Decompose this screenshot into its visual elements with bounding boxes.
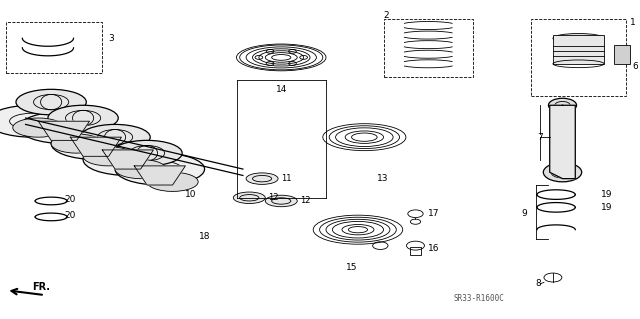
Ellipse shape [271, 55, 291, 60]
Bar [410, 247, 420, 255]
Text: 12: 12 [300, 197, 311, 205]
Text: SR33-R1600C: SR33-R1600C [454, 294, 505, 303]
Text: 18: 18 [199, 232, 211, 241]
Text: 19: 19 [601, 190, 612, 199]
Text: 14: 14 [276, 85, 287, 94]
Ellipse shape [234, 192, 265, 204]
Text: 2: 2 [383, 11, 389, 20]
Ellipse shape [51, 128, 141, 160]
Polygon shape [102, 150, 154, 169]
Ellipse shape [83, 147, 134, 166]
Text: 17: 17 [428, 209, 440, 218]
Text: 10: 10 [186, 190, 197, 199]
Ellipse shape [115, 153, 205, 185]
Ellipse shape [115, 160, 166, 179]
Bar [614, 45, 630, 64]
Text: 12: 12 [268, 193, 279, 202]
Text: 6: 6 [633, 63, 639, 71]
Bar [6, 22, 102, 73]
Ellipse shape [0, 105, 77, 137]
Ellipse shape [16, 89, 86, 115]
Text: 8: 8 [536, 279, 541, 288]
Ellipse shape [80, 124, 150, 150]
Text: 9: 9 [521, 209, 527, 218]
Text: 1: 1 [630, 18, 636, 27]
Ellipse shape [51, 134, 102, 153]
Ellipse shape [83, 144, 173, 175]
Text: FR.: FR. [32, 282, 50, 292]
Text: 16: 16 [428, 244, 440, 253]
Bar [553, 35, 604, 64]
Text: 7: 7 [537, 133, 543, 142]
Text: 11: 11 [281, 174, 292, 183]
Bar [531, 19, 627, 96]
Text: 19: 19 [601, 203, 612, 212]
Text: 3: 3 [109, 34, 115, 43]
Ellipse shape [246, 173, 278, 184]
Text: 20: 20 [64, 211, 76, 220]
Text: 20: 20 [64, 195, 76, 204]
Text: 15: 15 [346, 263, 357, 272]
Ellipse shape [147, 172, 198, 191]
Ellipse shape [112, 140, 182, 166]
Bar [383, 19, 473, 77]
Ellipse shape [19, 112, 109, 144]
Ellipse shape [265, 195, 297, 207]
Circle shape [543, 163, 582, 182]
Polygon shape [134, 166, 186, 185]
Circle shape [548, 98, 577, 112]
Polygon shape [70, 137, 122, 156]
Text: 13: 13 [377, 174, 388, 183]
Polygon shape [550, 105, 575, 179]
Ellipse shape [13, 118, 64, 137]
Ellipse shape [553, 33, 604, 43]
Ellipse shape [48, 105, 118, 131]
Polygon shape [38, 121, 90, 140]
